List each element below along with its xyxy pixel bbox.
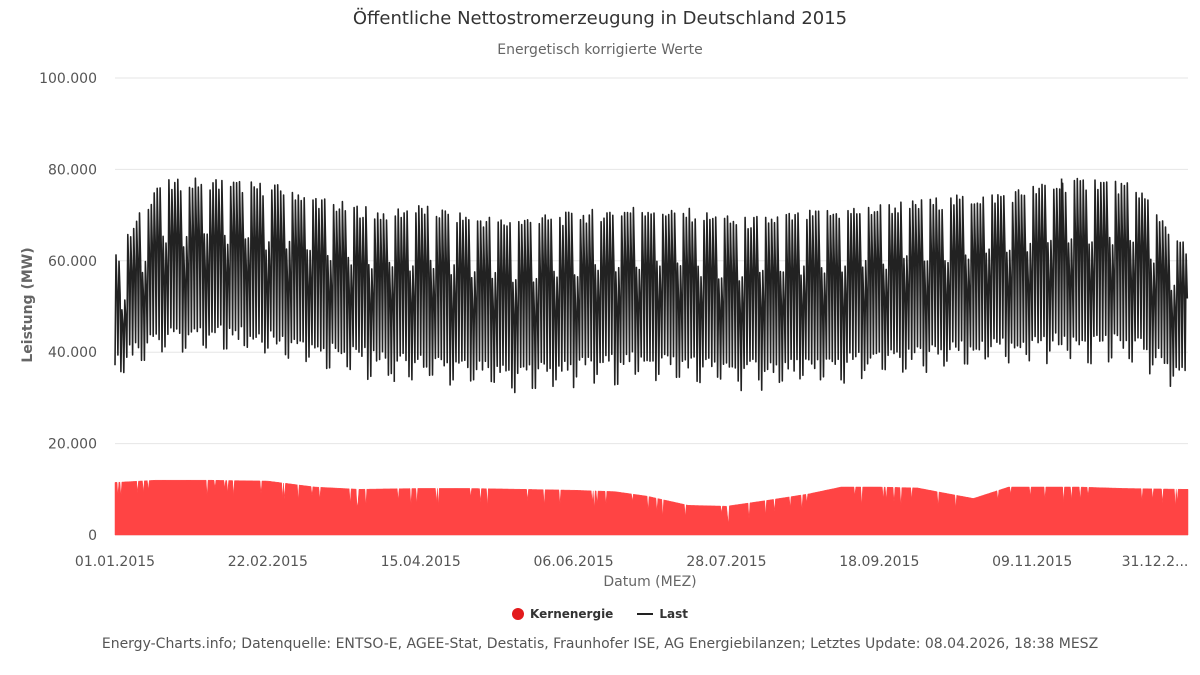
legend-item-kernenergie[interactable]: Kernenergie bbox=[512, 607, 613, 621]
y-tick-label: 20.000 bbox=[48, 437, 97, 453]
y-tick-label: 100.000 bbox=[39, 71, 97, 87]
x-tick-label: 22.02.2015 bbox=[228, 554, 308, 570]
legend-marker-last bbox=[637, 613, 654, 615]
chart-title: Öffentliche Nettostromerzeugung in Deuts… bbox=[352, 8, 848, 29]
kernenergie-area[interactable] bbox=[114, 479, 1189, 536]
source-footer: Energy-Charts.info; Datenquelle: ENTSO-E… bbox=[101, 636, 1099, 652]
legend-label-last: Last bbox=[659, 607, 688, 621]
kernenergie-area-layer bbox=[114, 479, 1189, 536]
y-tick-label: 0 bbox=[88, 528, 97, 544]
y-tick-label: 40.000 bbox=[48, 345, 97, 361]
x-tick-label: 01.01.2015 bbox=[75, 554, 155, 570]
x-tick-label: 31.12.2... bbox=[1122, 554, 1189, 570]
x-tick-label: 18.09.2015 bbox=[839, 554, 919, 570]
x-tick-label: 15.04.2015 bbox=[381, 554, 461, 570]
x-tick-label: 28.07.2015 bbox=[686, 554, 766, 570]
x-axis-title: Datum (MEZ) bbox=[603, 574, 696, 590]
chart-plot: 0 20.000 40.000 60.000 80.000 100.000 01.01.2… bbox=[20, 71, 1189, 590]
x-tick-label: 09.11.2015 bbox=[992, 554, 1072, 570]
legend-label-kernenergie: Kernenergie bbox=[530, 607, 614, 621]
y-axis-ticks: 0 20.000 40.000 60.000 80.000 100.000 bbox=[39, 71, 97, 544]
last-line[interactable] bbox=[114, 177, 1189, 394]
x-tick-label: 06.06.2015 bbox=[534, 554, 614, 570]
y-tick-label: 80.000 bbox=[48, 162, 97, 178]
x-axis-ticks: 01.01.2015 22.02.2015 15.04.2015 06.06.2015… bbox=[75, 554, 1188, 570]
y-tick-label: 60.000 bbox=[48, 254, 97, 270]
legend-marker-kernenergie bbox=[512, 608, 525, 620]
chart-subtitle: Energetisch korrigierte Werte bbox=[497, 42, 703, 58]
legend: Kernenergie Last bbox=[0, 607, 1200, 621]
legend-item-last[interactable]: Last bbox=[637, 607, 688, 621]
y-axis-title: Leistung (MW) bbox=[20, 247, 36, 362]
last-line-layer bbox=[114, 177, 1189, 394]
